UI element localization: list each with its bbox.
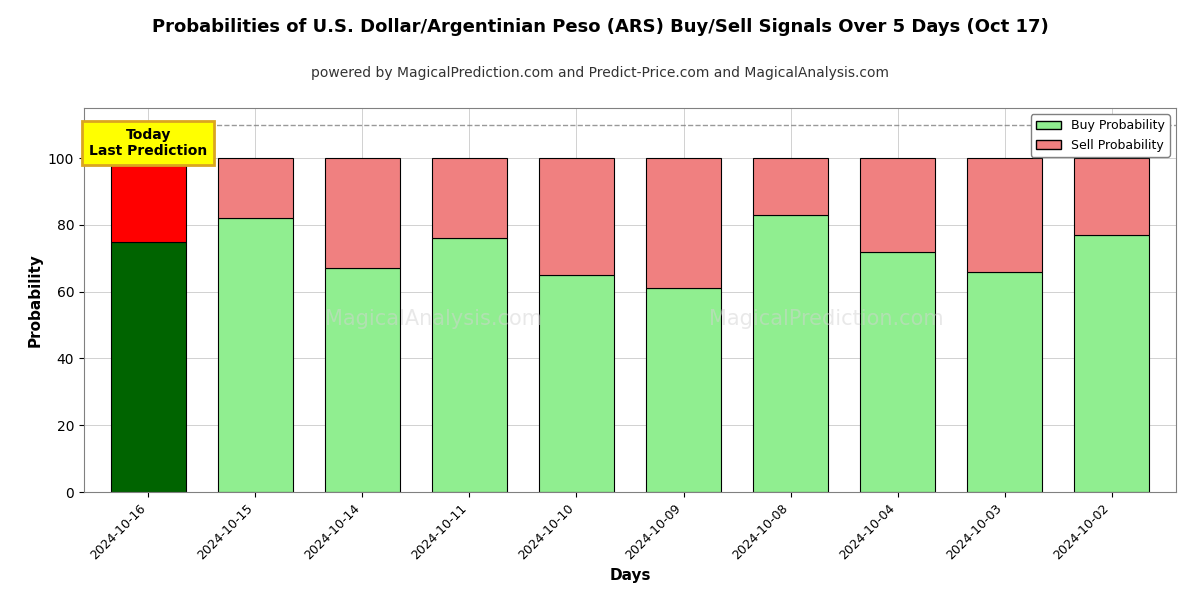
- Bar: [539, 275, 614, 492]
- Text: Probabilities of U.S. Dollar/Argentinian Peso (ARS) Buy/Sell Signals Over 5 Days: Probabilities of U.S. Dollar/Argentinian…: [151, 18, 1049, 36]
- Bar: [1074, 158, 1150, 235]
- Bar: [754, 215, 828, 492]
- X-axis label: Days: Days: [610, 568, 650, 583]
- Bar: [110, 158, 186, 242]
- Bar: [860, 158, 935, 251]
- Bar: [325, 268, 400, 492]
- Bar: [1074, 235, 1150, 492]
- Text: MagicalAnalysis.com: MagicalAnalysis.com: [325, 309, 542, 329]
- Bar: [218, 218, 293, 492]
- Bar: [754, 158, 828, 215]
- Bar: [860, 251, 935, 492]
- Bar: [646, 289, 721, 492]
- Legend: Buy Probability, Sell Probability: Buy Probability, Sell Probability: [1031, 114, 1170, 157]
- Bar: [539, 158, 614, 275]
- Text: powered by MagicalPrediction.com and Predict-Price.com and MagicalAnalysis.com: powered by MagicalPrediction.com and Pre…: [311, 66, 889, 80]
- Text: Today
Last Prediction: Today Last Prediction: [89, 128, 208, 158]
- Text: MagicalPrediction.com: MagicalPrediction.com: [709, 309, 944, 329]
- Bar: [432, 158, 506, 238]
- Bar: [967, 272, 1042, 492]
- Bar: [218, 158, 293, 218]
- Bar: [967, 158, 1042, 272]
- Bar: [646, 158, 721, 289]
- Bar: [432, 238, 506, 492]
- Bar: [110, 242, 186, 492]
- Y-axis label: Probability: Probability: [28, 253, 42, 347]
- Bar: [325, 158, 400, 268]
